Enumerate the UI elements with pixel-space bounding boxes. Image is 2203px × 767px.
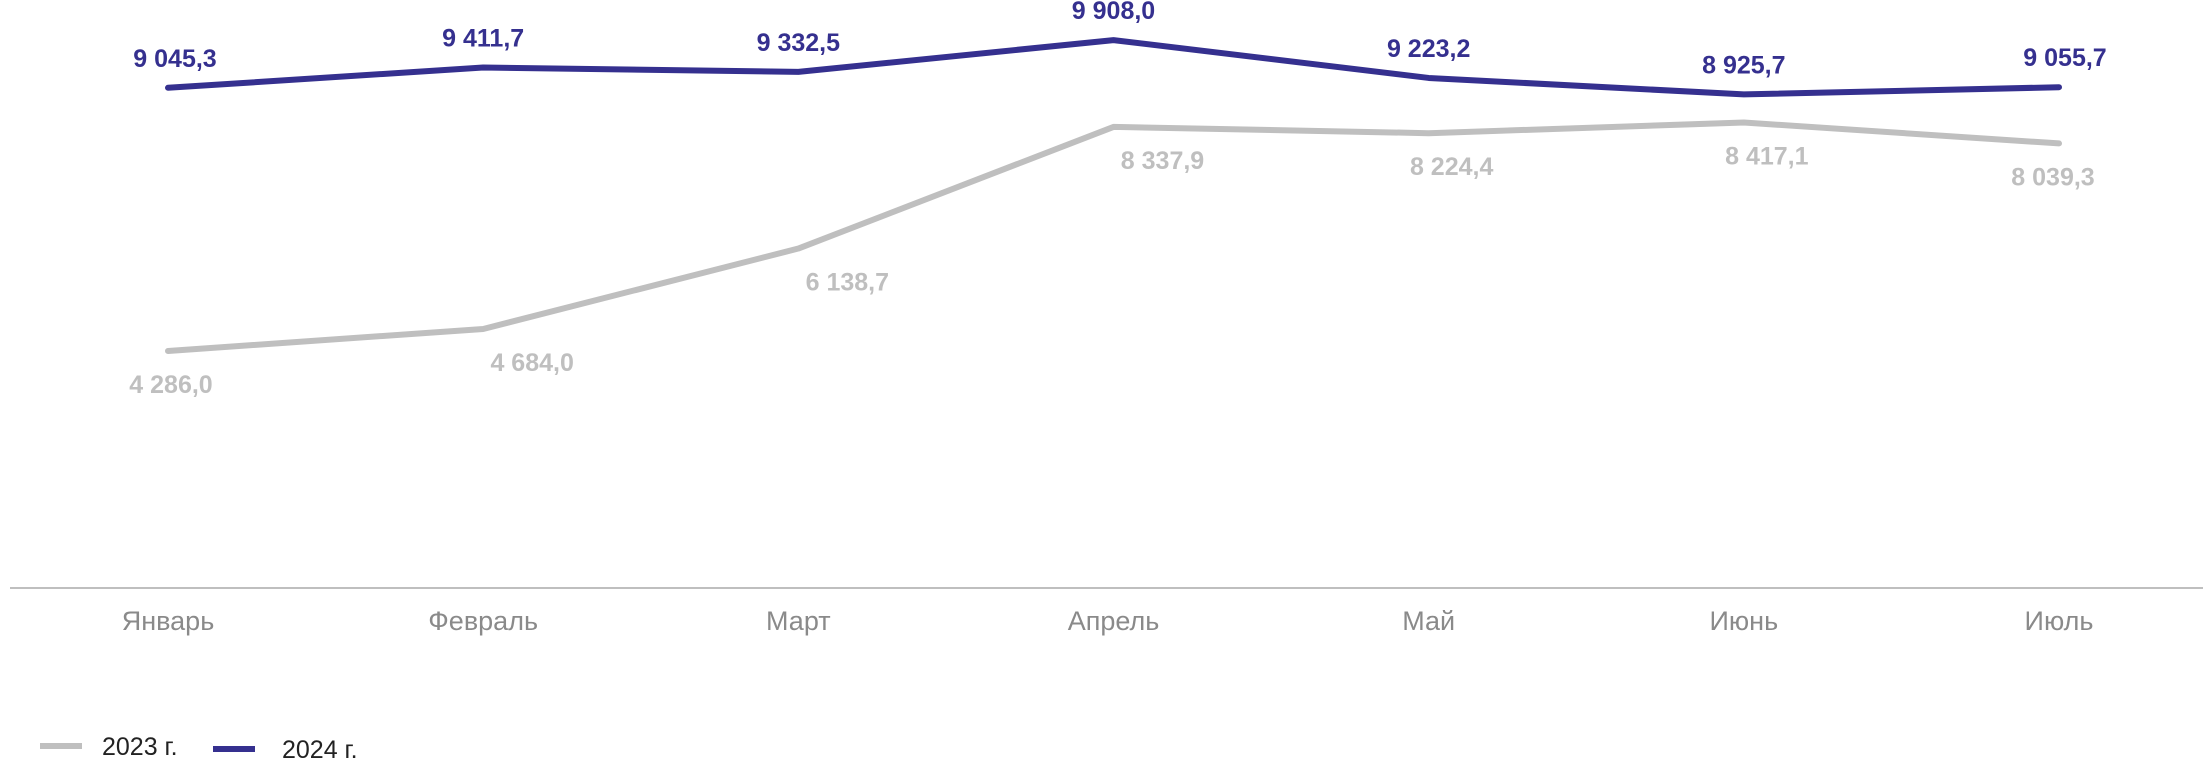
data-label: 9 045,3 [133, 45, 216, 73]
data-label: 4 684,0 [490, 349, 573, 377]
data-label: 9 411,7 [442, 25, 524, 53]
data-label: 8 039,3 [2011, 163, 2094, 191]
x-tick-label: Февраль [428, 606, 538, 636]
legend-label: 2023 г. [102, 733, 178, 761]
data-label: 8 925,7 [1702, 51, 1785, 79]
data-label: 8 417,1 [1725, 143, 1809, 171]
x-tick-label: Июнь [1710, 606, 1779, 636]
data-label: 9 055,7 [2023, 44, 2106, 72]
data-label: 4 286,0 [129, 371, 212, 399]
series-lines [168, 40, 2059, 351]
x-tick-label: Июль [2025, 606, 2094, 636]
legend-label: 2024 г. [282, 736, 358, 764]
x-tick-label: Март [766, 606, 831, 636]
legend: 2023 г. 2024 г. [40, 733, 358, 764]
data-label: 9 908,0 [1072, 0, 1155, 25]
x-tick-label: Январь [122, 606, 215, 636]
data-label: 8 337,9 [1121, 147, 1204, 175]
legend-item: 2023 г. [40, 733, 178, 761]
data-label: 9 223,2 [1387, 35, 1470, 63]
x-tick-label: Апрель [1068, 606, 1160, 636]
x-tick-label: Май [1402, 606, 1455, 636]
data-label: 9 332,5 [757, 29, 841, 57]
data-labels: 4 286,0 4 684,0 6 138,7 8 337,9 8 224,4 8 417… [129, 0, 2106, 399]
category-labels: Январь Февраль Март Апрель Май Июнь Июль [122, 606, 2094, 636]
legend-item: 2024 г. [213, 736, 358, 764]
data-label: 8 224,4 [1410, 153, 1494, 181]
data-label: 6 138,7 [806, 269, 889, 297]
